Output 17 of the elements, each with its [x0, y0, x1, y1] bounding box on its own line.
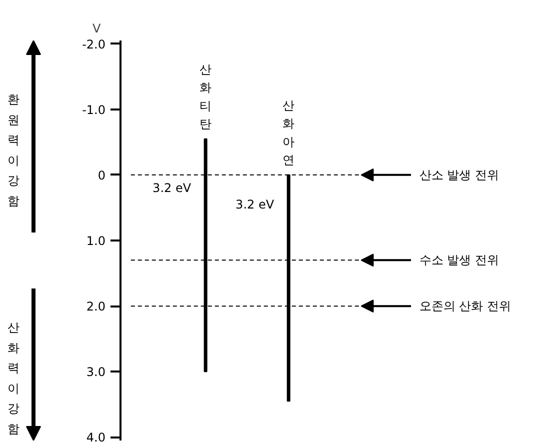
- y-tick-label: 3.0: [86, 365, 106, 380]
- annotation: 3.2 eV: [152, 181, 192, 196]
- text: 환원력이 강함: [8, 92, 20, 208]
- y-tick-label: -1.0: [82, 102, 106, 117]
- x-tick-label: 산화아연: [282, 98, 295, 168]
- ref-line-label: 오존의 산화 전위: [419, 299, 511, 314]
- annotation: 3.2 eV: [236, 197, 275, 212]
- y-tick-label: 4.0: [86, 430, 106, 445]
- y-tick-label: 2.0: [86, 300, 106, 314]
- y-axis-title: V: [92, 22, 102, 36]
- y-tick-label: 1.0: [86, 234, 106, 248]
- text: 산화력이 강함: [8, 320, 20, 436]
- ref-line-label: 산소 발생 전위: [419, 168, 499, 182]
- x-tick-label: 산화티탄: [200, 62, 212, 131]
- y-tick-label: 0: [98, 168, 106, 182]
- ref-line-label: 수소 발생 전위: [419, 253, 499, 268]
- y-tick-label: -2.0: [82, 37, 106, 52]
